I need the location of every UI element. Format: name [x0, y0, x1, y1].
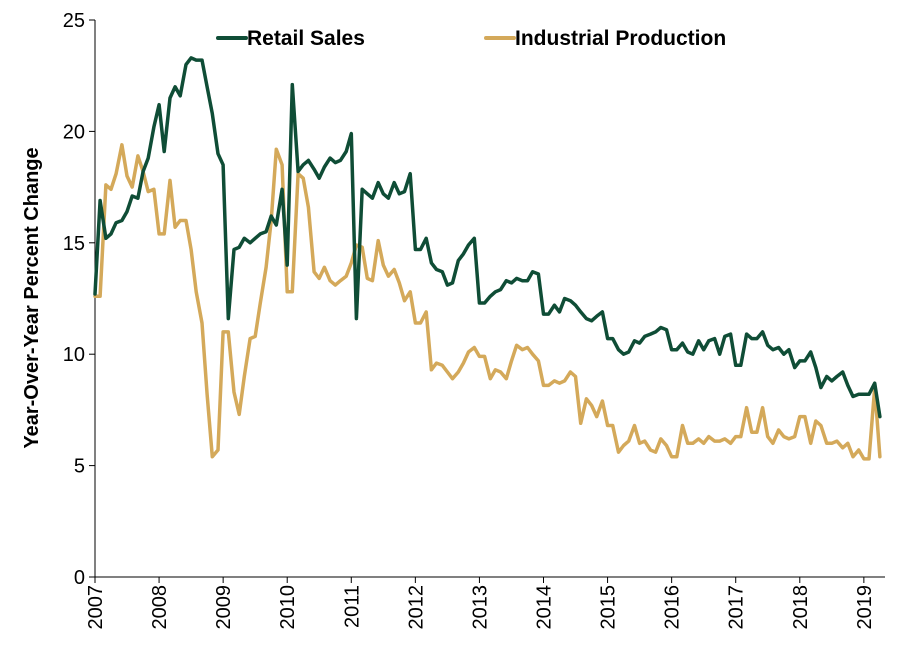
x-tick-label: 2016 — [662, 585, 684, 630]
x-tick-label: 2011 — [341, 585, 363, 628]
series-line-industrial-production — [93, 143, 882, 461]
y-tick-label: 15 — [63, 233, 85, 255]
legend-item-retail-sales: Retail Sales — [216, 27, 365, 50]
x-tick-label: 2015 — [598, 585, 620, 630]
legend-item-industrial-production: Industrial Production — [484, 27, 726, 50]
x-tick-label: 2019 — [854, 585, 876, 630]
series-line-retail-sales — [93, 56, 882, 419]
y-tick-label: 10 — [63, 344, 85, 366]
x-tick-label: 2009 — [213, 585, 235, 630]
x-tick-label: 2012 — [405, 585, 427, 630]
x-tick-label: 2017 — [726, 585, 748, 630]
x-tick-label: 2007 — [85, 585, 107, 630]
y-tick-label: 25 — [63, 10, 85, 32]
series-lines — [93, 56, 882, 461]
legend: Retail Sales Industrial Production — [216, 27, 726, 50]
x-tick-label: 2013 — [469, 585, 491, 630]
y-tick-label: 0 — [74, 567, 85, 589]
legend-label-retail-sales: Retail Sales — [247, 27, 365, 50]
legend-label-industrial-production: Industrial Production — [515, 27, 726, 50]
x-tick-label: 2010 — [277, 585, 299, 630]
x-tick-label: 2018 — [790, 585, 812, 630]
x-tick-label: 2014 — [533, 585, 555, 630]
y-ticks: 0 5 10 15 20 25 — [63, 10, 95, 589]
y-tick-label: 20 — [63, 121, 85, 143]
x-ticks: 2007 2008 2009 2010 2011 2012 2013 2014 2015 2016… — [85, 577, 876, 630]
y-axis-title: Year-Over-Year Percent Change — [21, 147, 43, 448]
axes — [94, 20, 885, 578]
y-tick-label: 5 — [74, 456, 85, 478]
x-tick-label: 2008 — [149, 585, 171, 630]
